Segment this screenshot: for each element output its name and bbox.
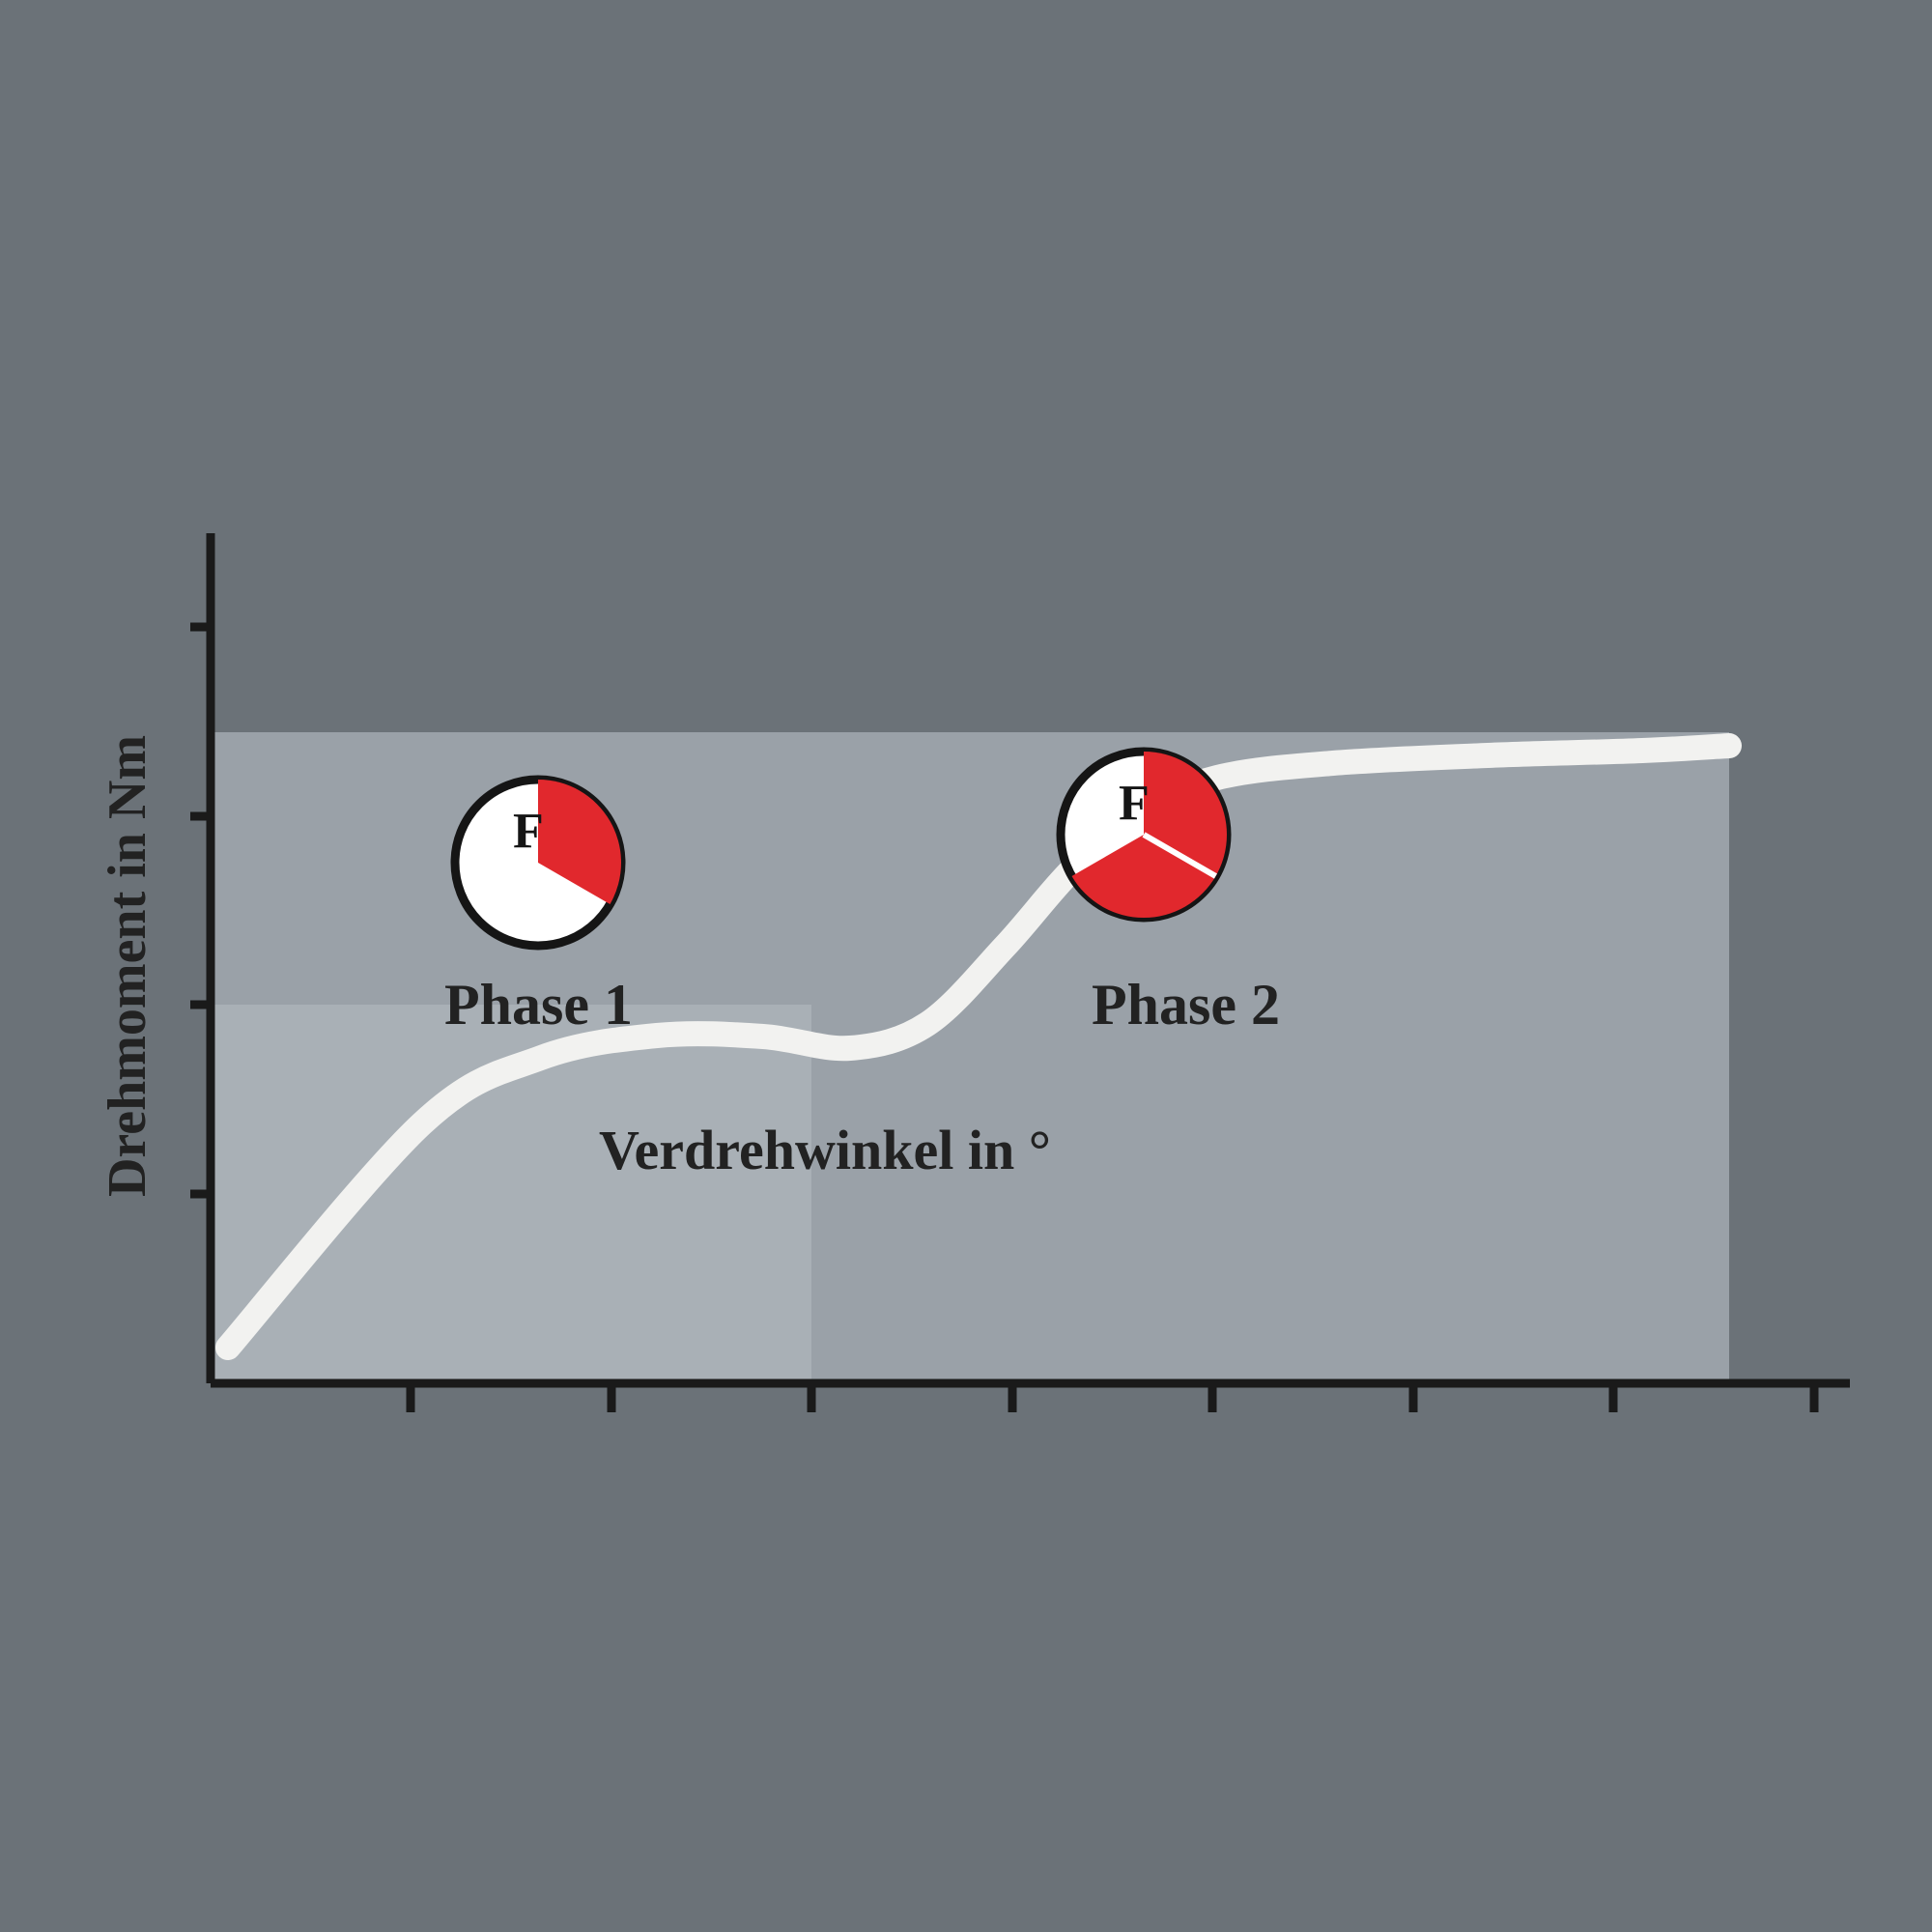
svg-text:Phase 1: Phase 1 xyxy=(444,973,633,1037)
svg-text:Drehmoment in Nm: Drehmoment in Nm xyxy=(98,735,157,1197)
svg-text:Verdrehwinkel in °: Verdrehwinkel in ° xyxy=(599,1119,1051,1181)
svg-text:F: F xyxy=(1119,776,1150,831)
svg-text:Phase 2: Phase 2 xyxy=(1092,973,1280,1037)
svg-text:F: F xyxy=(513,804,544,859)
